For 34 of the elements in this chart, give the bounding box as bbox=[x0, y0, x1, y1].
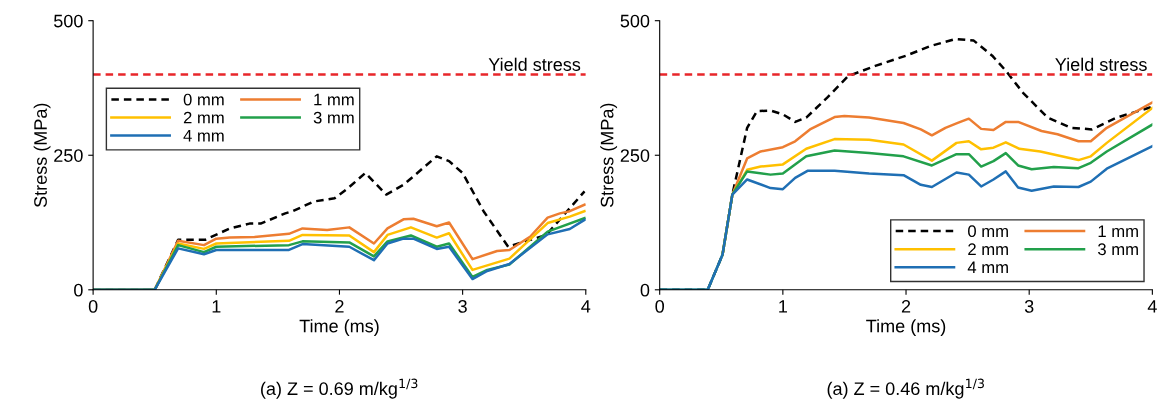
x-tick-label: 0 bbox=[88, 300, 98, 313]
x-tick-label: 1 bbox=[779, 300, 787, 313]
x-tick-label: 2 bbox=[335, 300, 344, 313]
x-tick-label: 3 bbox=[1024, 300, 1034, 313]
legend-label: 4 mm bbox=[183, 129, 224, 142]
y-tick-label: 250 bbox=[620, 149, 650, 162]
legend-label: 2 mm bbox=[183, 111, 224, 124]
x-axis-title: Time (ms) bbox=[299, 319, 379, 336]
legend-label: 1 mm bbox=[1098, 225, 1138, 237]
ref-line-label: Yield stress bbox=[1055, 57, 1147, 71]
y-axis-title: Stress (MPa) bbox=[600, 103, 618, 208]
x-tick-label: 4 bbox=[1147, 300, 1157, 313]
legend-label: 4 mm bbox=[967, 261, 1008, 274]
legend-label: 1 mm bbox=[314, 93, 354, 106]
x-tick-label: 4 bbox=[581, 300, 591, 313]
x-tick-label: 0 bbox=[655, 300, 665, 313]
legend-label: 0 mm bbox=[968, 225, 1008, 238]
y-axis-title: Stress (MPa) bbox=[33, 103, 51, 208]
y-tick-label: 0 bbox=[640, 283, 650, 297]
legend-label: 3 mm bbox=[1098, 243, 1138, 256]
y-tick-label: 0 bbox=[74, 283, 83, 297]
y-tick-label: 500 bbox=[620, 14, 650, 28]
ref-line-label: Yield stress bbox=[488, 57, 581, 71]
y-tick-label: 500 bbox=[54, 14, 83, 28]
x-axis-title: Time (ms) bbox=[866, 319, 946, 336]
legend-label: 0 mm bbox=[183, 93, 224, 106]
x-tick-label: 1 bbox=[212, 300, 221, 313]
y-tick-label: 250 bbox=[54, 149, 83, 162]
text: (a) Z = 0.69 m/kg$^{1/3}$ bbox=[261, 378, 418, 399]
legend-label: 2 mm bbox=[968, 243, 1008, 255]
x-tick-label: 3 bbox=[458, 300, 467, 313]
legend-label: 3 mm bbox=[313, 111, 354, 124]
x-tick-label: 2 bbox=[901, 300, 911, 313]
text: (a) Z = 0.46 m/kg$^{1/3}$ bbox=[827, 378, 984, 399]
